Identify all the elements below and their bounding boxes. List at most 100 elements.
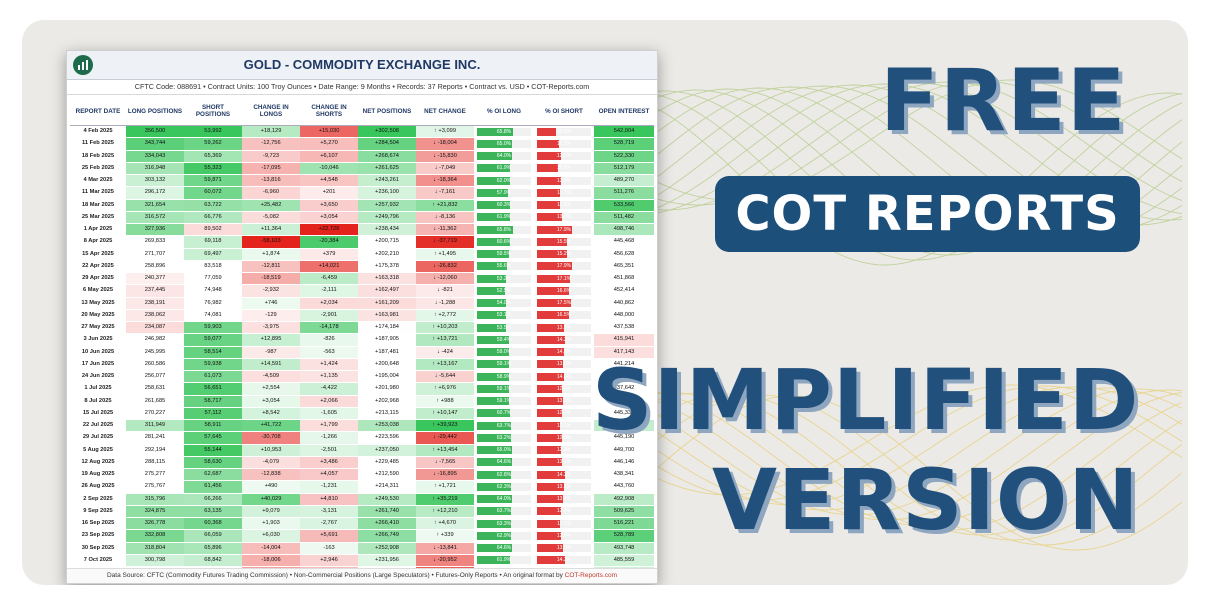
table-cell: 22 Jul 2025 xyxy=(70,419,126,433)
table-row: 18 Mar 2025 321,654 63,722 +25,482 +3,650 +25… xyxy=(70,199,654,212)
oi-long-bar: 52.5% xyxy=(477,286,531,295)
table-cell: +261,625 xyxy=(358,162,416,176)
table-cell: ↑ +13,167 xyxy=(416,358,474,372)
table-cell: ↓ -7,565 xyxy=(416,456,474,470)
table-cell: ↓ -16,895 xyxy=(416,468,474,482)
table-cell: 448,000 xyxy=(594,309,654,323)
table-cell: 18 Mar 2025 xyxy=(70,199,126,212)
table-cell: 270,227 xyxy=(126,407,184,421)
table-cell: 58.9% xyxy=(474,370,534,384)
table-cell: 16.6% xyxy=(534,284,594,298)
table-row: 11 Feb 2025 343,744 59,262 -12,756 +5,270 +28… xyxy=(70,137,654,151)
oi-short-bar: 15.2% xyxy=(537,250,591,259)
table-row: 22 Jul 2025 311,949 58,911 +41,722 +1,799 +25… xyxy=(70,419,654,433)
table-cell: -2,901 xyxy=(300,309,358,323)
table-cell: ↑ +10,203 xyxy=(416,321,474,335)
table-cell: 451,868 xyxy=(594,272,654,286)
table-cell: +163,981 xyxy=(358,309,416,323)
oi-short-bar: 12.9% xyxy=(537,384,591,393)
footer-text: Data Source: CFTC (Commodity Futures Tra… xyxy=(106,572,565,579)
table-cell: 269,833 xyxy=(126,235,184,249)
table-cell: 17.5% xyxy=(534,297,594,310)
column-header: LONG POSITIONS xyxy=(126,97,184,126)
table-cell: 65,369 xyxy=(184,150,242,163)
table-cell: 315,796 xyxy=(126,493,184,506)
table-cell: +200,648 xyxy=(358,358,416,372)
table-cell: 59,938 xyxy=(184,358,242,372)
oi-short-bar: 14.0% xyxy=(537,348,591,357)
table-cell: 288,115 xyxy=(126,456,184,470)
table-cell: 442,590 xyxy=(594,395,654,408)
table-cell: 53.1% xyxy=(474,309,534,323)
table-cell: -2,932 xyxy=(242,284,300,298)
table-cell: 324,875 xyxy=(126,505,184,519)
table-cell: ↓ -424 xyxy=(416,346,474,359)
table-cell: ↓ -1,288 xyxy=(416,297,474,310)
oi-short-bar: 14.2% xyxy=(537,335,591,344)
oi-long-bar: 64.6% xyxy=(477,544,531,553)
oi-long-bar: 58.9% xyxy=(477,372,531,381)
table-cell: ↓ -13,841 xyxy=(416,542,474,555)
table-cell: 13.4% xyxy=(534,493,594,506)
table-cell: 59.4% xyxy=(474,333,534,347)
table-cell: 245,995 xyxy=(126,346,184,359)
table-cell: ↓ -20,952 xyxy=(416,554,474,568)
wave-line xyxy=(621,390,1183,526)
table-cell: +249,530 xyxy=(358,493,416,506)
headline-simplified: SIMPLIFIED xyxy=(592,351,1140,449)
table-cell: ↑ +2,772 xyxy=(416,309,474,323)
table-cell: 63.7% xyxy=(474,419,534,433)
table-cell: +1,799 xyxy=(300,419,358,433)
table-row: 4 Feb 2025 356,500 53,992 +18,129 +15,030 +30… xyxy=(70,125,654,139)
table-cell: +1,135 xyxy=(300,370,358,384)
table-cell: -4,079 xyxy=(242,456,300,470)
table-cell: 60,072 xyxy=(184,186,242,200)
table-cell: 334,043 xyxy=(126,150,184,163)
table-cell: 12.9% xyxy=(534,382,594,396)
table-row: 3 Jun 2025 246,982 59,077 +12,895 -826 +187,9… xyxy=(70,333,654,347)
table-cell: +163,318 xyxy=(358,272,416,286)
table-cell: +12,895 xyxy=(242,333,300,347)
table-cell: 327,936 xyxy=(126,223,184,237)
table-cell: 76,982 xyxy=(184,297,242,310)
oi-long-bar: 65.8% xyxy=(477,225,531,234)
table-cell: 1 Jul 2025 xyxy=(70,382,126,396)
table-cell: +5,691 xyxy=(300,529,358,543)
table-cell: +746 xyxy=(242,297,300,310)
table-cell: 256,077 xyxy=(126,370,184,384)
table-cell: 10 Jun 2025 xyxy=(70,346,126,359)
table-cell: 15.2% xyxy=(534,248,594,261)
table-cell: ↑ +3,099 xyxy=(416,125,474,139)
table-row: 18 Feb 2025 334,043 65,369 -9,723 +6,107 +268… xyxy=(70,150,654,163)
table-cell: 356,500 xyxy=(126,125,184,139)
table-cell: 60,368 xyxy=(184,517,242,531)
table-cell: ↓ -5,644 xyxy=(416,370,474,384)
table-cell: +187,481 xyxy=(358,346,416,359)
table-cell: -14,004 xyxy=(242,542,300,555)
wave-line xyxy=(621,384,1183,496)
table-cell: 511,276 xyxy=(594,186,654,200)
table-cell: 53.2% xyxy=(474,272,534,286)
table-cell: +379 xyxy=(300,248,358,261)
table-row: 29 Apr 2025 240,377 77,059 -18,519 -6,459 +16… xyxy=(70,272,654,286)
table-cell: 16 Sep 2025 xyxy=(70,517,126,531)
oi-short-bar: 17.9% xyxy=(537,225,591,234)
table-cell: 64.6% xyxy=(474,456,534,470)
oi-long-bar: 60.6% xyxy=(477,237,531,246)
table-cell: 26 Aug 2025 xyxy=(70,480,126,494)
table-cell: 271,707 xyxy=(126,248,184,261)
table-cell: ↑ +4,670 xyxy=(416,517,474,531)
table-cell: 303,132 xyxy=(126,174,184,188)
table-cell: 16.5% xyxy=(534,309,594,323)
table-cell: +238,434 xyxy=(358,223,416,237)
table-cell: -3,975 xyxy=(242,321,300,335)
table-row: 8 Jul 2025 261,685 58,717 +3,054 +2,066 +202,… xyxy=(70,395,654,408)
table-cell: +200,715 xyxy=(358,235,416,249)
table-cell: 446,146 xyxy=(594,456,654,470)
table-cell: ↑ +10,147 xyxy=(416,407,474,421)
table-cell: +15,030 xyxy=(300,125,358,139)
table-cell: 321,654 xyxy=(126,199,184,212)
table-cell: -18,519 xyxy=(242,272,300,286)
oi-short-bar: 14.0% xyxy=(537,372,591,381)
oi-long-bar: 64.0% xyxy=(477,152,531,161)
